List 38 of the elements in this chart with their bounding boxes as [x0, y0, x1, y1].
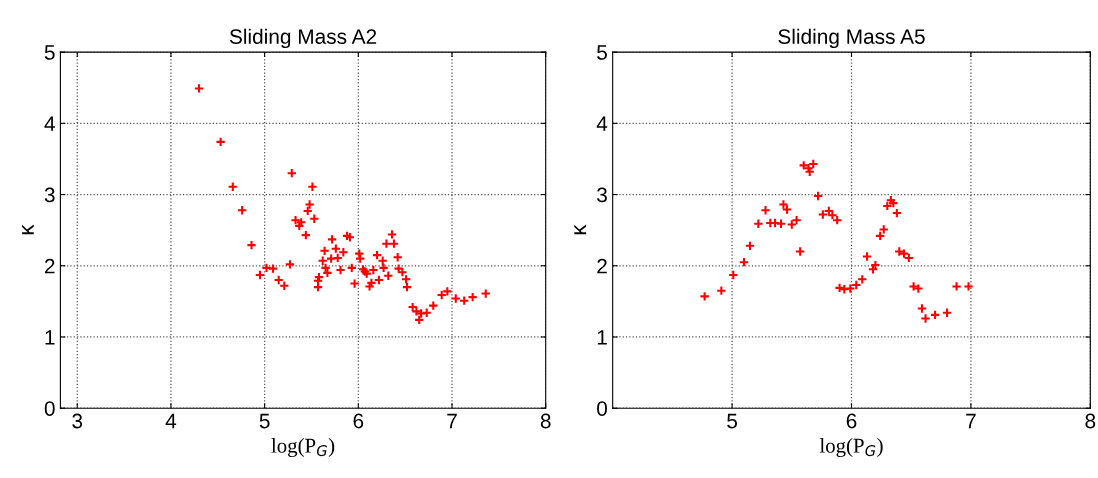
- x-axis-title: log(P$_{G}$): [271, 438, 335, 457]
- y-tick-label: 0: [44, 401, 55, 416]
- chart-title: Sliding Mass A2: [229, 28, 377, 49]
- x-tick-label: 6: [846, 413, 857, 429]
- x-tick-label: 6: [353, 413, 364, 429]
- y-tick-label: 0: [597, 401, 608, 416]
- point: [760, 205, 771, 216]
- y-axis-title: κ: [574, 224, 587, 235]
- x-tick-label: 8: [540, 413, 551, 429]
- point: [778, 199, 789, 210]
- x-tick-label: 5: [259, 413, 270, 429]
- x-tick-label: 7: [966, 413, 976, 429]
- x-tick-label: 5: [727, 413, 738, 429]
- point: [951, 281, 962, 292]
- y-tick-label: 3: [44, 187, 55, 203]
- x-tick-label: 8: [1085, 413, 1096, 429]
- point: [861, 251, 873, 262]
- point: [963, 281, 974, 292]
- y-tick-label: 4: [44, 116, 55, 131]
- point: [699, 291, 710, 302]
- x-tick-label: 3: [72, 413, 83, 429]
- y-tick-label: 1: [597, 330, 607, 345]
- y-tick-label: 4: [596, 116, 608, 131]
- point: [781, 204, 793, 215]
- y-tick-label: 5: [597, 45, 607, 60]
- y-tick-label: 2: [44, 258, 55, 274]
- y-tick-label: 3: [597, 187, 607, 203]
- point: [920, 313, 931, 324]
- y-tick-label: 2: [597, 258, 607, 274]
- chart-title: Sliding Mass A5: [778, 28, 925, 49]
- point: [913, 283, 924, 294]
- y-tick-label: 1: [45, 330, 55, 345]
- x-tick-label: 4: [165, 413, 177, 429]
- point: [916, 303, 928, 314]
- x-axis-title: log(P$_{G}$): [819, 438, 883, 457]
- y-tick-label: 5: [44, 45, 55, 60]
- y-axis-title: κ: [22, 224, 34, 235]
- x-tick-label: 7: [447, 413, 457, 429]
